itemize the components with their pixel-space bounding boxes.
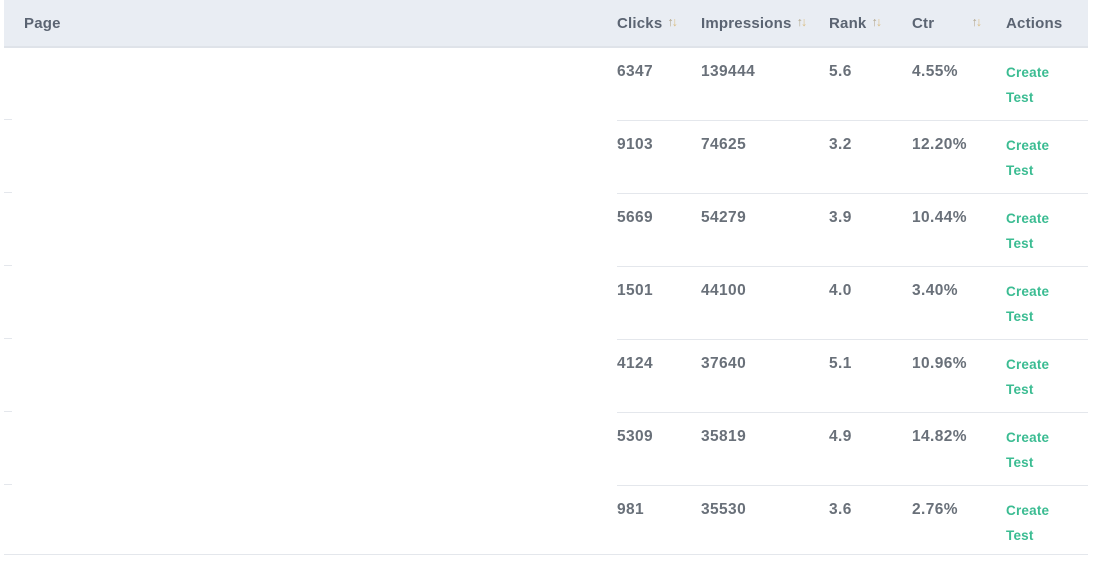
rank-cell: 5.1 [829,340,912,413]
rank-cell: 3.2 [829,121,912,194]
create-test-link[interactable]: Create Test [1006,138,1050,178]
column-label-actions: Actions [1006,14,1063,32]
pages-metrics-table: Page Clicks ↑↓ Impressions ↑↓ Rank ↑↓ [4,0,1088,555]
sort-down-arrow-icon: ↓ [671,15,678,29]
column-header-ctr[interactable]: Ctr ↑↓ [912,0,1006,48]
ctr-cell: 14.82% [912,413,1006,486]
clicks-cell: 981 [617,486,701,555]
impressions-cell: 37640 [701,340,829,413]
clicks-cell: 1501 [617,267,701,340]
impressions-cell: 139444 [701,48,829,121]
create-test-link[interactable]: Create Test [1006,357,1050,397]
column-label-clicks: Clicks [617,14,663,32]
sort-icon[interactable]: ↑↓ [667,15,678,29]
clicks-cell: 4124 [617,340,701,413]
sort-down-arrow-icon: ↓ [975,15,982,29]
table-row: 9103 74625 3.2 12.20% Create Test [4,121,1088,194]
page-cell [4,121,617,194]
rank-cell: 3.9 [829,194,912,267]
table-row: 5669 54279 3.9 10.44% Create Test [4,194,1088,267]
page-cell [4,413,617,486]
column-header-impressions[interactable]: Impressions ↑↓ [701,0,829,48]
column-header-actions: Actions [1006,0,1088,48]
rank-cell: 3.6 [829,486,912,555]
sort-icon[interactable]: ↑↓ [871,15,882,29]
impressions-cell: 54279 [701,194,829,267]
clicks-cell: 5669 [617,194,701,267]
sort-down-arrow-icon: ↓ [875,15,882,29]
clicks-cell: 5309 [617,413,701,486]
create-test-link[interactable]: Create Test [1006,65,1050,105]
header-row: Page Clicks ↑↓ Impressions ↑↓ Rank ↑↓ [4,0,1088,48]
actions-cell: Create Test [1006,121,1088,194]
impressions-cell: 35819 [701,413,829,486]
impressions-cell: 74625 [701,121,829,194]
table-header: Page Clicks ↑↓ Impressions ↑↓ Rank ↑↓ [4,0,1088,48]
page-cell [4,340,617,413]
ctr-cell: 3.40% [912,267,1006,340]
create-test-link[interactable]: Create Test [1006,211,1050,251]
column-label-page: Page [24,14,61,32]
impressions-cell: 35530 [701,486,829,555]
sort-icon[interactable]: ↑↓ [971,15,983,29]
ctr-cell: 4.55% [912,48,1006,121]
sort-up-arrow-icon: ↑ [971,15,978,29]
column-label-impressions: Impressions [701,14,792,32]
table-row: 981 35530 3.6 2.76% Create Test [4,486,1088,555]
actions-cell: Create Test [1006,267,1088,340]
ctr-cell: 10.96% [912,340,1006,413]
page-cell [4,194,617,267]
sort-down-arrow-icon: ↓ [800,15,807,29]
create-test-link[interactable]: Create Test [1006,503,1050,543]
ctr-cell: 10.44% [912,194,1006,267]
actions-cell: Create Test [1006,340,1088,413]
column-header-page: Page [4,0,617,48]
rank-cell: 4.9 [829,413,912,486]
page-cell [4,267,617,340]
table-row: 1501 44100 4.0 3.40% Create Test [4,267,1088,340]
table-body: 6347 139444 5.6 4.55% Create Test 9103 7… [4,48,1088,555]
actions-cell: Create Test [1006,413,1088,486]
column-label-ctr: Ctr [912,14,935,32]
sort-icon[interactable]: ↑↓ [796,15,808,29]
page-cell [4,48,617,121]
actions-cell: Create Test [1006,48,1088,121]
sort-up-arrow-icon: ↑ [796,15,803,29]
column-header-clicks[interactable]: Clicks ↑↓ [617,0,701,48]
ctr-cell: 2.76% [912,486,1006,555]
rank-cell: 4.0 [829,267,912,340]
clicks-cell: 6347 [617,48,701,121]
table-row: 6347 139444 5.6 4.55% Create Test [4,48,1088,121]
ctr-cell: 12.20% [912,121,1006,194]
column-header-rank[interactable]: Rank ↑↓ [829,0,912,48]
page-cell [4,486,617,555]
table-row: 4124 37640 5.1 10.96% Create Test [4,340,1088,413]
table-row: 5309 35819 4.9 14.82% Create Test [4,413,1088,486]
sort-up-arrow-icon: ↑ [667,15,673,29]
create-test-link[interactable]: Create Test [1006,284,1050,324]
clicks-cell: 9103 [617,121,701,194]
sort-up-arrow-icon: ↑ [871,15,877,29]
rank-cell: 5.6 [829,48,912,121]
create-test-link[interactable]: Create Test [1006,430,1050,470]
column-label-rank: Rank [829,14,867,32]
actions-cell: Create Test [1006,194,1088,267]
actions-cell: Create Test [1006,486,1088,555]
impressions-cell: 44100 [701,267,829,340]
